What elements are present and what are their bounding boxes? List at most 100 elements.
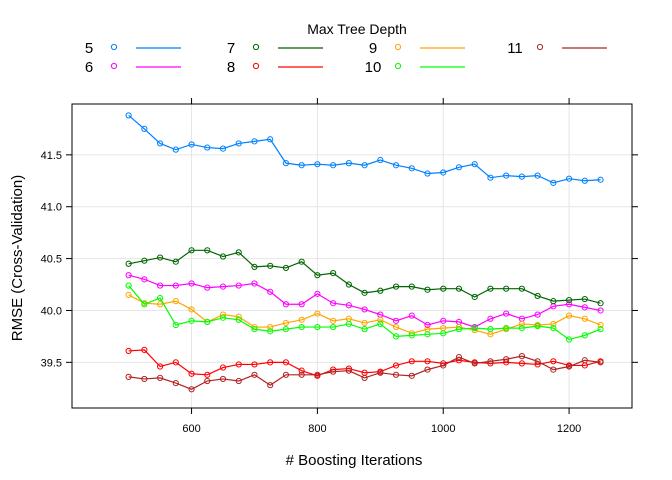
data-point-10 — [377, 320, 384, 328]
data-point-5 — [267, 136, 274, 143]
data-point-7 — [503, 285, 510, 292]
data-point-6 — [282, 301, 290, 308]
data-point-11 — [550, 366, 557, 373]
x-tick-label: 1000 — [431, 423, 455, 435]
legend-item-6: 6 — [85, 59, 181, 76]
data-point-5 — [156, 140, 164, 147]
data-point-11 — [440, 362, 447, 369]
data-point-6 — [156, 282, 164, 289]
data-point-11 — [298, 371, 305, 378]
series-8 — [125, 346, 604, 379]
data-point-7 — [408, 283, 415, 290]
data-point-9 — [550, 320, 557, 328]
axes: 600 800 1000 1200 39.5 40.0 40.5 41.0 41.5 — [41, 98, 638, 435]
data-point-10 — [219, 314, 227, 321]
data-point-10 — [345, 320, 352, 328]
data-point-6 — [219, 283, 227, 290]
data-point-11 — [172, 379, 179, 387]
data-point-10 — [503, 325, 510, 332]
data-point-7 — [392, 283, 400, 290]
y-tick-label: 40.0 — [41, 305, 62, 317]
data-point-11 — [282, 371, 290, 378]
data-point-10 — [471, 325, 478, 332]
data-point-8 — [188, 370, 195, 377]
data-point-6 — [235, 282, 242, 289]
data-point-11 — [534, 358, 541, 365]
series-line-5 — [128, 114, 601, 184]
legend-item-5: 5 — [85, 40, 181, 57]
data-point-5 — [597, 176, 604, 183]
legend-item-8: 8 — [227, 59, 323, 76]
data-point-11 — [392, 371, 400, 378]
data-point-6 — [172, 282, 179, 289]
legend-item-9: 9 — [369, 40, 465, 57]
data-point-7 — [204, 247, 211, 254]
data-point-5 — [581, 177, 588, 184]
data-point-11 — [424, 366, 431, 373]
data-point-9 — [392, 323, 400, 331]
data-point-5 — [188, 141, 195, 148]
x-tick-label: 1200 — [557, 423, 581, 435]
data-point-10 — [267, 328, 274, 335]
data-point-10 — [156, 294, 164, 302]
data-point-8 — [518, 360, 525, 367]
data-point-6 — [487, 315, 494, 322]
data-point-9 — [188, 306, 195, 313]
data-point-11 — [408, 372, 415, 379]
legend-label: 6 — [85, 59, 93, 76]
series-7 — [125, 247, 604, 307]
data-point-11 — [565, 363, 573, 370]
data-point-8 — [392, 362, 400, 369]
data-point-5 — [330, 162, 337, 169]
data-point-6 — [141, 276, 148, 283]
data-point-10 — [172, 321, 179, 329]
legend-label: 8 — [227, 59, 235, 76]
legend-label: 10 — [365, 59, 382, 76]
data-point-9 — [565, 312, 573, 319]
data-point-9 — [377, 316, 384, 323]
data-point-11 — [314, 371, 321, 378]
data-point-7 — [534, 292, 541, 300]
legend-item-10: 10 — [365, 59, 465, 76]
data-point-10 — [235, 316, 242, 323]
data-point-8 — [219, 364, 227, 371]
data-point-6 — [581, 304, 588, 311]
data-point-11 — [518, 353, 525, 360]
data-point-5 — [172, 146, 179, 153]
data-point-9 — [361, 319, 368, 327]
data-point-6 — [361, 306, 368, 313]
legend-label: 7 — [227, 40, 235, 57]
data-point-7 — [455, 285, 463, 292]
data-point-5 — [345, 160, 352, 167]
data-point-5 — [314, 161, 321, 168]
data-point-11 — [156, 374, 164, 382]
series-line-8 — [128, 349, 601, 377]
data-point-8 — [156, 363, 164, 370]
data-point-5 — [235, 140, 242, 147]
data-point-8 — [424, 358, 431, 365]
data-point-8 — [251, 361, 258, 368]
data-point-5 — [455, 164, 463, 171]
data-point-5 — [565, 175, 573, 182]
y-tick-label: 40.5 — [41, 254, 62, 266]
data-point-11 — [597, 359, 604, 366]
y-axis-title: RMSE (Cross-Validation) — [9, 175, 26, 341]
data-point-6 — [408, 312, 415, 319]
series-10 — [125, 282, 604, 343]
legend-label: 5 — [85, 40, 93, 57]
data-point-5 — [219, 145, 227, 152]
data-point-11 — [204, 377, 211, 385]
data-point-9 — [267, 323, 274, 331]
data-point-5 — [377, 156, 384, 164]
data-point-10 — [550, 325, 557, 332]
data-point-8 — [282, 359, 290, 366]
data-point-5 — [503, 172, 510, 179]
data-point-6 — [267, 288, 274, 295]
data-point-5 — [550, 179, 557, 186]
data-point-9 — [156, 301, 164, 308]
data-point-10 — [298, 323, 305, 331]
data-point-8 — [125, 347, 132, 355]
data-point-6 — [125, 272, 132, 279]
data-point-11 — [487, 358, 494, 365]
data-point-7 — [282, 264, 290, 272]
